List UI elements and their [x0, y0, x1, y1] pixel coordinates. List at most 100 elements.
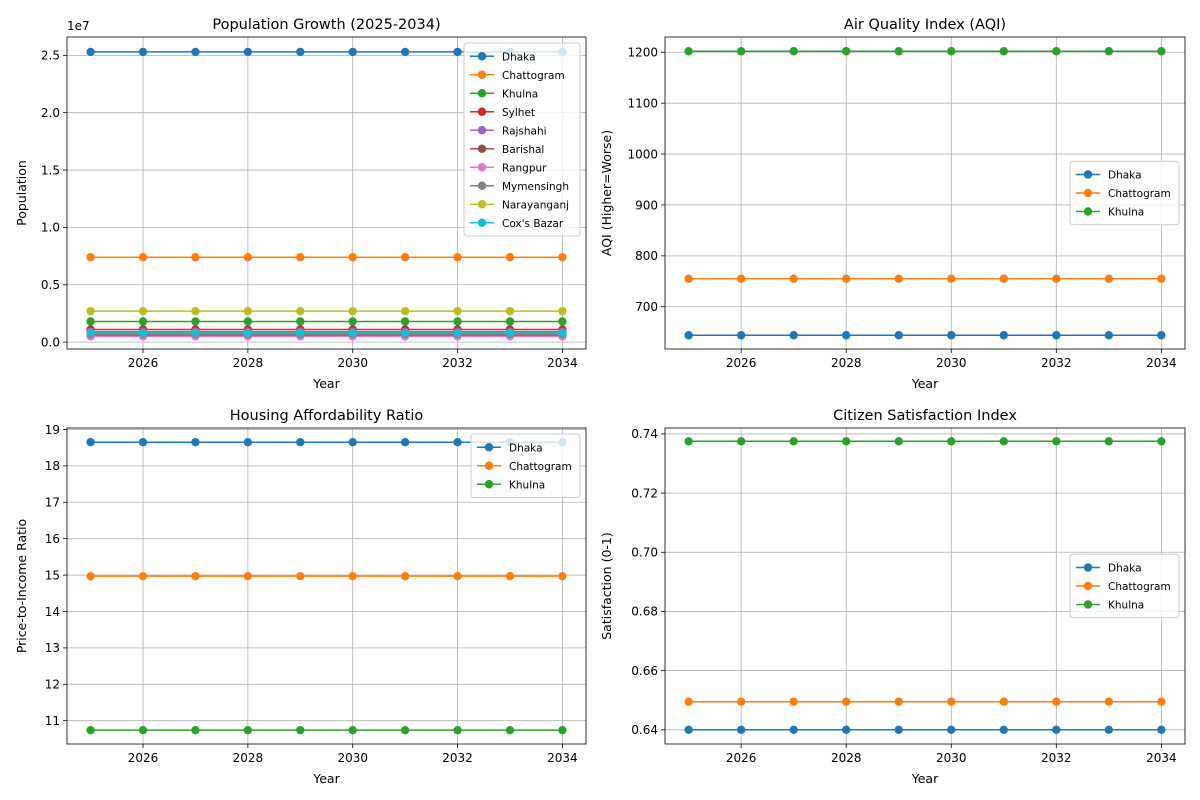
data-point	[1157, 725, 1166, 734]
data-point	[453, 725, 462, 735]
data-point	[999, 725, 1008, 734]
data-point	[789, 437, 798, 446]
data-point	[453, 328, 462, 338]
y-tick-label: 0.64	[631, 723, 658, 737]
data-point	[243, 253, 253, 262]
y-tick-label: 0.5	[41, 278, 60, 292]
data-point	[894, 437, 903, 446]
legend-entry-label: Sylhet	[502, 107, 535, 119]
legend-swatch-marker	[477, 163, 487, 172]
data-point	[558, 306, 567, 316]
legend-swatch-marker	[477, 70, 487, 79]
data-point	[86, 571, 95, 581]
y-tick-label: 700	[635, 300, 658, 314]
y-axis-label: AQI (Higher=Worse)	[599, 130, 614, 256]
data-point	[684, 697, 693, 706]
x-tick-label: 2032	[1041, 751, 1072, 765]
x-tick-label: 2034	[547, 356, 578, 370]
legend-swatch-marker	[1083, 581, 1093, 591]
legend-entry-label: Chattogram	[1108, 581, 1171, 593]
data-point	[1052, 274, 1061, 283]
data-point	[86, 317, 95, 326]
legend-entry-label: Rangpur	[502, 162, 547, 174]
data-point	[1157, 437, 1166, 446]
legend-swatch-marker	[484, 480, 494, 489]
x-axis-label: Year	[911, 771, 939, 786]
chart-title: Housing Affordability Ratio	[230, 408, 424, 424]
chart-title: Population Growth (2025-2034)	[212, 17, 440, 33]
data-point	[947, 725, 956, 734]
data-point	[191, 437, 200, 447]
data-point	[684, 47, 693, 56]
data-point	[789, 274, 798, 283]
data-point	[789, 725, 798, 734]
y-tick-label: 1.0	[41, 221, 60, 235]
data-point	[894, 274, 903, 283]
x-tick-label: 2032	[442, 751, 473, 765]
data-point	[138, 253, 148, 262]
data-point	[191, 47, 200, 57]
y-tick-label: 12	[45, 678, 60, 692]
data-point	[348, 306, 357, 316]
legend: Dhaka Chattogram Khulna	[1069, 553, 1180, 619]
data-point	[348, 328, 357, 338]
x-tick-label: 2026	[726, 356, 757, 370]
data-point	[296, 306, 305, 316]
data-point	[86, 328, 95, 338]
data-point	[558, 317, 567, 326]
data-point	[453, 253, 462, 262]
y-tick-label: 0.0	[41, 335, 60, 349]
data-point	[1104, 274, 1114, 283]
data-point	[999, 437, 1008, 446]
legend-entry-label: Narayanganj	[502, 199, 569, 211]
legend: Dhaka Chattogram Khulna	[1069, 160, 1180, 226]
legend-entry-label: Dhaka	[502, 51, 536, 63]
data-point	[243, 571, 253, 581]
data-point	[191, 571, 200, 581]
legend-entry-label: Khulna	[1108, 600, 1144, 612]
data-point	[453, 571, 462, 581]
data-point	[505, 725, 515, 735]
data-point	[894, 331, 903, 340]
legend-swatch-marker	[477, 181, 487, 190]
data-point	[947, 697, 956, 706]
data-point	[894, 47, 903, 56]
y-tick-label: 900	[635, 198, 658, 212]
legend-box	[463, 42, 581, 237]
data-point	[736, 331, 746, 340]
x-tick-label: 2028	[233, 751, 264, 765]
y-axis-label: Price-to-Income Ratio	[14, 519, 29, 653]
data-point	[1157, 697, 1166, 706]
legend-swatch-marker	[477, 52, 487, 61]
legend: Dhaka Chattogram Khulna Sylhet Rajshahi Baris…	[463, 42, 581, 237]
x-axis-label: Year	[312, 771, 340, 786]
x-axis-label: Year	[312, 376, 340, 391]
data-point	[191, 328, 200, 338]
legend-entry-label: Chattogram	[502, 70, 565, 82]
legend-entry-label: Barishal	[502, 144, 544, 156]
data-point	[999, 331, 1008, 340]
data-point	[558, 725, 567, 735]
data-point	[736, 47, 746, 56]
data-point	[999, 47, 1008, 56]
legend-box	[1069, 553, 1180, 619]
data-point	[505, 253, 515, 262]
data-point	[86, 253, 95, 262]
y-tick-label: 0.66	[631, 664, 658, 678]
data-point	[1052, 437, 1061, 446]
data-point	[789, 697, 798, 706]
data-point	[505, 328, 515, 338]
chart-panel-4: 2026 2028 2030 2032 2034 0.64 0.66 0.68 0.70 0.72…	[599, 408, 1186, 786]
data-point	[296, 47, 305, 57]
x-tick-label: 2028	[831, 751, 862, 765]
data-point	[296, 571, 305, 581]
data-point	[296, 328, 305, 338]
data-point	[243, 725, 253, 735]
data-point	[684, 274, 693, 283]
y-axis-label: Satisfaction (0-1)	[599, 532, 614, 640]
x-axis-label: Year	[911, 376, 939, 391]
data-point	[191, 725, 200, 735]
data-point	[947, 47, 956, 56]
chart-panel-3: 2026 2028 2030 2032 2034 11 12 13 14 15 16 17 18 19 Ho…	[14, 408, 587, 786]
data-point	[947, 331, 956, 340]
